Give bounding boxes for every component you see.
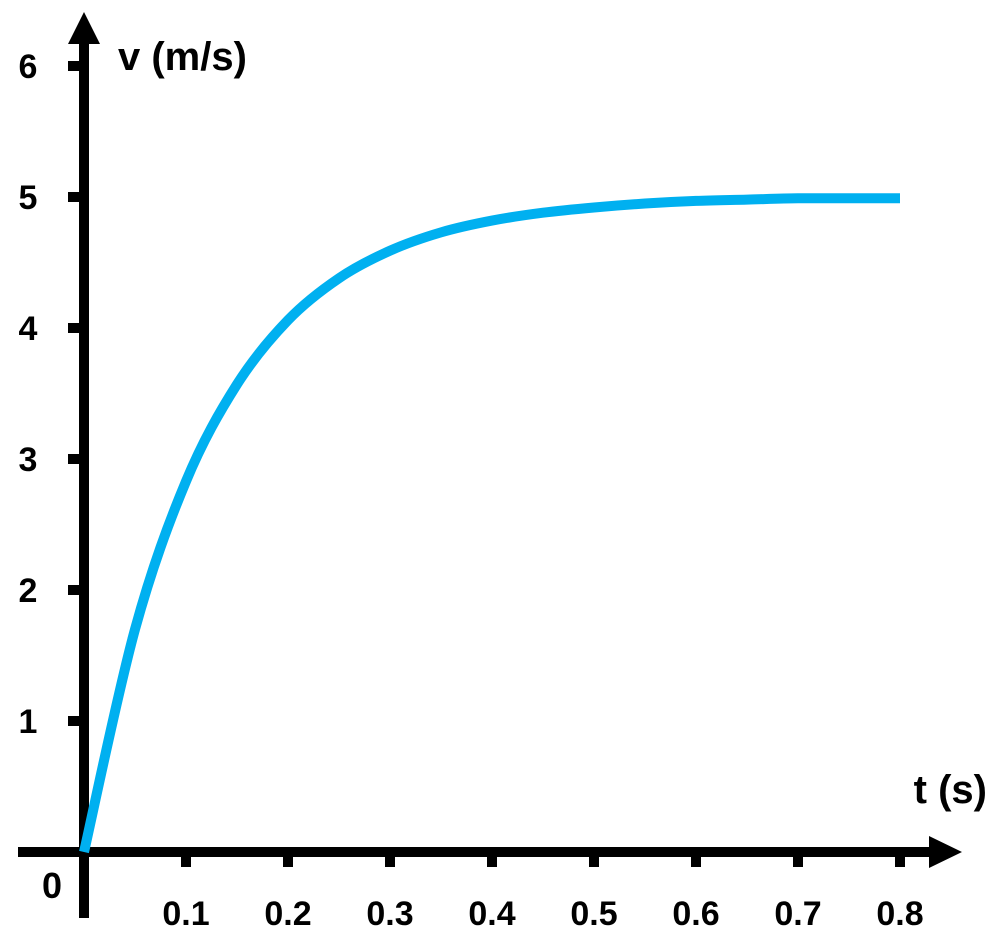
x-tick-mark [895,855,905,867]
x-tick-mark [589,855,599,867]
x-tick-mark [487,855,497,867]
x-ticks: 0.1 0.2 0.3 0.4 0.5 0.6 0.7 0.8 [162,855,924,933]
y-tick-mark [68,192,82,202]
x-tick-mark [283,855,293,867]
x-tick-mark [385,855,395,867]
x-tick-mark [793,855,803,867]
x-tick-label: 0.3 [366,895,413,933]
y-tick-mark [68,61,82,71]
y-ticks: 1 2 3 4 5 6 [19,48,82,741]
x-tick-label: 0.7 [774,895,821,933]
y-tick-mark [68,585,82,595]
axes [18,12,962,918]
y-axis-arrow-icon [68,12,100,44]
y-tick-mark [68,454,82,464]
y-tick-mark [68,323,82,333]
x-axis-line [18,847,933,857]
x-tick-label: 0.8 [876,895,923,933]
velocity-curve [79,193,900,854]
x-tick-label: 0.2 [264,895,311,933]
x-tick-label: 0.5 [570,895,617,933]
y-tick-label: 4 [19,310,38,348]
y-tick-label: 3 [19,441,38,479]
origin-label: 0 [42,865,62,906]
y-tick-label: 2 [19,572,38,610]
x-tick-mark [691,855,701,867]
x-axis-arrow-icon [929,836,962,868]
y-tick-label: 1 [19,703,38,741]
x-tick-label: 0.6 [672,895,719,933]
y-tick-mark [68,716,82,726]
x-tick-label: 0.1 [162,895,209,933]
x-tick-mark [181,855,191,867]
y-axis-label: v (m/s) [118,35,247,79]
y-tick-label: 6 [19,48,38,86]
y-tick-label: 5 [19,179,38,217]
y-axis-line [79,40,89,918]
x-tick-label: 0.4 [468,895,515,933]
x-axis-label: t (s) [914,768,987,812]
